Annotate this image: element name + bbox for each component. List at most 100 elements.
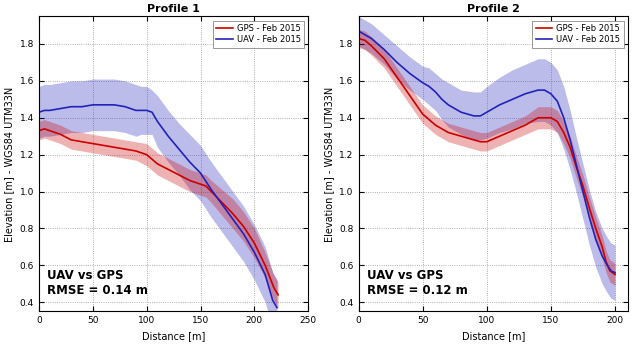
UAV - Feb 2015: [89, 103, 97, 107]
GPS - Feb 2015: [35, 129, 43, 133]
UAV - Feb 2015: [229, 217, 236, 221]
GPS - Feb 2015: [483, 140, 490, 144]
GPS - Feb 2015: [547, 116, 555, 120]
GPS - Feb 2015: [419, 112, 427, 116]
UAV - Feb 2015: [534, 88, 542, 92]
GPS - Feb 2015: [57, 132, 64, 136]
UAV - Feb 2015: [547, 92, 555, 96]
GPS - Feb 2015: [606, 269, 614, 273]
UAV - Feb 2015: [470, 114, 478, 118]
UAV - Feb 2015: [251, 250, 258, 255]
UAV - Feb 2015: [57, 107, 64, 111]
GPS - Feb 2015: [496, 134, 504, 138]
UAV - Feb 2015: [419, 81, 427, 85]
UAV - Feb 2015: [432, 90, 439, 94]
UAV - Feb 2015: [477, 114, 484, 118]
Line: GPS - Feb 2015: GPS - Feb 2015: [358, 38, 615, 275]
GPS - Feb 2015: [602, 259, 610, 264]
UAV - Feb 2015: [541, 88, 549, 92]
Legend: GPS - Feb 2015, UAV - Feb 2015: GPS - Feb 2015, UAV - Feb 2015: [212, 20, 304, 48]
UAV - Feb 2015: [143, 108, 150, 112]
UAV - Feb 2015: [269, 298, 276, 303]
GPS - Feb 2015: [458, 134, 465, 138]
X-axis label: Distance [m]: Distance [m]: [461, 331, 525, 341]
UAV - Feb 2015: [164, 134, 172, 138]
UAV - Feb 2015: [393, 60, 401, 65]
GPS - Feb 2015: [270, 285, 277, 289]
UAV - Feb 2015: [368, 36, 375, 40]
GPS - Feb 2015: [406, 93, 413, 98]
UAV - Feb 2015: [554, 99, 561, 103]
UAV - Feb 2015: [68, 105, 75, 109]
GPS - Feb 2015: [586, 206, 593, 210]
UAV - Feb 2015: [121, 105, 129, 109]
UAV - Feb 2015: [521, 92, 529, 96]
Y-axis label: Elevation [m] - WGS84 UTM33N: Elevation [m] - WGS84 UTM33N: [324, 86, 334, 241]
GPS - Feb 2015: [444, 130, 452, 135]
GPS - Feb 2015: [470, 138, 478, 142]
UAV - Feb 2015: [604, 263, 611, 267]
GPS - Feb 2015: [78, 140, 86, 144]
GPS - Feb 2015: [154, 162, 161, 166]
UAV - Feb 2015: [240, 232, 247, 236]
UAV - Feb 2015: [186, 160, 193, 164]
GPS - Feb 2015: [355, 36, 362, 40]
GPS - Feb 2015: [368, 44, 375, 48]
UAV - Feb 2015: [132, 108, 140, 112]
UAV - Feb 2015: [509, 97, 516, 101]
GPS - Feb 2015: [186, 178, 193, 183]
UAV - Feb 2015: [138, 108, 145, 112]
Title: Profile 1: Profile 1: [147, 4, 200, 14]
UAV - Feb 2015: [607, 269, 615, 273]
UAV - Feb 2015: [149, 110, 156, 114]
GPS - Feb 2015: [164, 167, 172, 171]
GPS - Feb 2015: [229, 211, 236, 216]
GPS - Feb 2015: [611, 273, 619, 277]
GPS - Feb 2015: [541, 116, 549, 120]
GPS - Feb 2015: [89, 141, 97, 146]
UAV - Feb 2015: [496, 103, 504, 107]
GPS - Feb 2015: [521, 123, 529, 127]
UAV - Feb 2015: [262, 273, 269, 277]
GPS - Feb 2015: [554, 119, 561, 124]
GPS - Feb 2015: [197, 182, 204, 186]
GPS - Feb 2015: [202, 184, 210, 188]
UAV - Feb 2015: [438, 97, 446, 101]
Line: UAV - Feb 2015: UAV - Feb 2015: [358, 31, 615, 273]
UAV - Feb 2015: [458, 110, 465, 114]
UAV - Feb 2015: [573, 164, 580, 168]
UAV - Feb 2015: [197, 171, 204, 175]
GPS - Feb 2015: [100, 144, 107, 148]
UAV - Feb 2015: [579, 189, 586, 194]
Text: UAV vs GPS
RMSE = 0.14 m: UAV vs GPS RMSE = 0.14 m: [47, 269, 148, 297]
GPS - Feb 2015: [207, 189, 215, 194]
Line: GPS - Feb 2015: GPS - Feb 2015: [39, 129, 278, 295]
GPS - Feb 2015: [274, 293, 282, 297]
GPS - Feb 2015: [40, 127, 48, 131]
UAV - Feb 2015: [207, 188, 215, 192]
UAV - Feb 2015: [35, 110, 43, 114]
GPS - Feb 2015: [393, 75, 401, 79]
Legend: GPS - Feb 2015, UAV - Feb 2015: GPS - Feb 2015, UAV - Feb 2015: [532, 20, 624, 48]
UAV - Feb 2015: [380, 48, 388, 52]
UAV - Feb 2015: [406, 71, 413, 76]
GPS - Feb 2015: [240, 225, 247, 229]
UAV - Feb 2015: [483, 110, 490, 114]
X-axis label: Distance [m]: Distance [m]: [142, 331, 205, 341]
GPS - Feb 2015: [111, 145, 118, 149]
UAV - Feb 2015: [425, 84, 433, 88]
Title: Profile 2: Profile 2: [467, 4, 520, 14]
GPS - Feb 2015: [592, 226, 600, 230]
GPS - Feb 2015: [380, 57, 388, 61]
UAV - Feb 2015: [175, 147, 183, 151]
UAV - Feb 2015: [599, 254, 606, 258]
GPS - Feb 2015: [579, 184, 586, 188]
UAV - Feb 2015: [46, 108, 54, 112]
UAV - Feb 2015: [127, 107, 135, 111]
UAV - Feb 2015: [100, 103, 107, 107]
GPS - Feb 2015: [534, 116, 542, 120]
GPS - Feb 2015: [477, 140, 484, 144]
UAV - Feb 2015: [154, 119, 161, 124]
UAV - Feb 2015: [78, 105, 86, 109]
Line: UAV - Feb 2015: UAV - Feb 2015: [39, 105, 277, 308]
